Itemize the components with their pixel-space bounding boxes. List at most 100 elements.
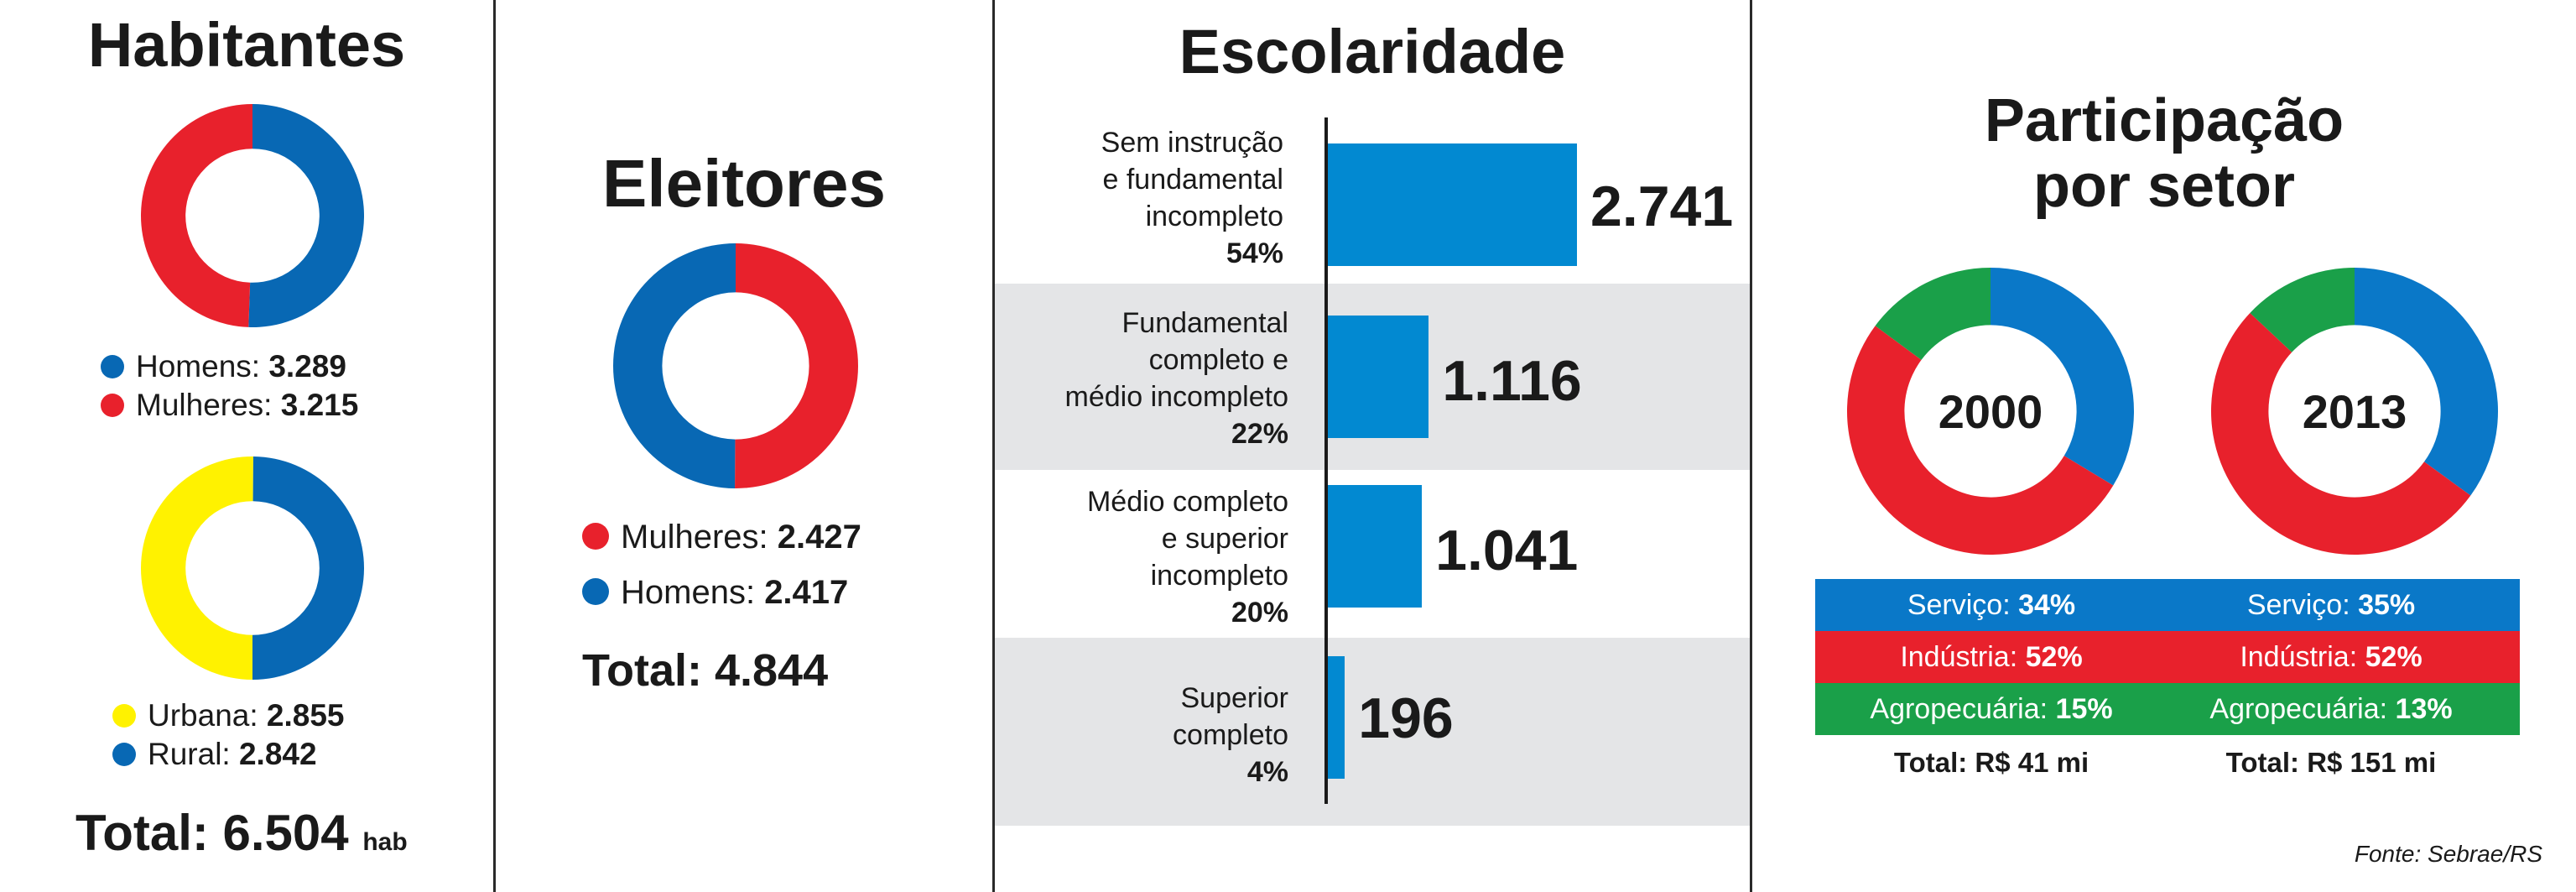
donut-slice-homens xyxy=(612,243,736,488)
legend-label: Urbana: xyxy=(148,698,258,733)
edu-pct: 54% xyxy=(1226,237,1283,269)
sector-cell-agro-2013: Agropecuária: 13% xyxy=(2155,683,2507,735)
habitantes-title: Habitantes xyxy=(87,10,406,80)
sector-label: Agropecuária: xyxy=(1870,693,2048,725)
legend-dot-blue xyxy=(582,578,609,605)
donut-slice-urbana xyxy=(140,456,253,680)
setor-donut-2000: 2000 xyxy=(1847,268,2134,556)
edu-label-4: Superior completo 4% xyxy=(1173,680,1288,790)
donut-slice-rural xyxy=(252,456,364,680)
legend-value: 3.289 xyxy=(268,349,346,383)
habitantes-total-value: Total: 6.504 xyxy=(75,805,349,861)
habitantes-area-donut xyxy=(140,456,364,680)
eleitores-total: Total: 4.844 xyxy=(582,645,829,696)
sector-total-2013: Total: R$ 151 mi xyxy=(2225,747,2437,778)
sector-row-industria: Indústria: 52% Indústria: 52% xyxy=(1815,631,2520,683)
donut-slice-mulheres xyxy=(735,243,858,488)
edu-label-line: médio incompleto xyxy=(1064,381,1288,413)
edu-label-3: Médio completo e superior incompleto 20% xyxy=(1087,483,1288,631)
edu-label-line: incompleto xyxy=(1145,201,1283,232)
donut-slice-servi-o xyxy=(2355,268,2498,496)
legend-urbana: Urbana: 2.855 xyxy=(112,698,345,733)
sector-value: 15% xyxy=(2055,693,2113,725)
edu-bar-3 xyxy=(1327,485,1423,608)
sector-cell-servico-2000: Serviço: 34% xyxy=(1815,579,2167,631)
setor-title-line1: Participação xyxy=(1984,87,2344,154)
sector-cell-industria-2013: Indústria: 52% xyxy=(2155,631,2507,683)
donut-slice-agropecu-ria xyxy=(2250,268,2355,352)
legend-eleitores-mulheres: Mulheres: 2.427 xyxy=(582,519,861,556)
edu-pct: 22% xyxy=(1231,418,1288,450)
sector-value: 35% xyxy=(2358,589,2416,621)
edu-value-3: 1.041 xyxy=(1435,519,1579,582)
setor-title: Participação por setor xyxy=(1752,87,2576,220)
habitantes-total: Total: 6.504 hab xyxy=(75,804,408,862)
setor-title-line2: por setor xyxy=(2032,152,2296,220)
legend-dot-blue xyxy=(112,743,136,766)
edu-bar-4 xyxy=(1327,656,1345,779)
legend-label: Rural: xyxy=(148,737,231,771)
legend-value: 3.215 xyxy=(280,388,359,422)
legend-value: 2.427 xyxy=(777,519,861,556)
sector-cell-agro-2000: Agropecuária: 15% xyxy=(1815,683,2167,735)
sector-cell-industria-2000: Indústria: 52% xyxy=(1815,631,2167,683)
sector-value: 34% xyxy=(2018,589,2076,621)
legend-rural: Rural: 2.842 xyxy=(112,737,317,772)
legend-mulheres: Mulheres: 3.215 xyxy=(101,388,358,423)
habitantes-total-unit: hab xyxy=(362,828,408,856)
donut-slice-ind-stria xyxy=(1847,326,2114,556)
legend-eleitores-homens: Homens: 2.417 xyxy=(582,574,848,612)
edu-label-line: Superior xyxy=(1180,682,1288,714)
edu-value-2: 1.116 xyxy=(1442,349,1582,413)
legend-dot-blue xyxy=(101,355,124,378)
donut-slice-mulheres xyxy=(141,104,252,327)
donut-year-label: 2013 xyxy=(2303,385,2407,438)
edu-value-1: 2.741 xyxy=(1590,175,1734,238)
divider-3 xyxy=(1750,0,1752,892)
legend-dot-yellow xyxy=(112,704,136,728)
edu-label-line: Fundamental xyxy=(1121,307,1288,339)
edu-label-2: Fundamental completo e médio incompleto … xyxy=(1065,305,1288,452)
donut-slice-homens xyxy=(248,104,365,327)
edu-pct: 20% xyxy=(1231,597,1288,629)
legend-value: 2.855 xyxy=(266,698,345,733)
sector-total-2000: Total: R$ 41 mi xyxy=(1893,747,2089,778)
divider-2 xyxy=(992,0,995,892)
edu-label-line: Médio completo xyxy=(1086,486,1288,518)
escolaridade-title: Escolaridade xyxy=(1179,17,1566,86)
eleitores-title: Eleitores xyxy=(602,146,886,221)
legend-value: 2.417 xyxy=(764,574,849,611)
eleitores-donut xyxy=(612,243,858,488)
donut-slice-agropecu-ria xyxy=(1875,268,1991,360)
edu-label-line: completo e xyxy=(1148,344,1288,376)
divider-1 xyxy=(493,0,496,892)
sector-value: 52% xyxy=(2025,641,2083,673)
donut-slice-servi-o xyxy=(1991,268,2134,486)
edu-pct: 4% xyxy=(1246,756,1288,788)
edu-label-line: completo xyxy=(1173,719,1288,751)
sector-value: 13% xyxy=(2395,693,2453,725)
legend-dot-red xyxy=(582,523,609,550)
legend-dot-red xyxy=(101,394,124,417)
donut-year-label: 2000 xyxy=(1939,385,2043,438)
sector-label: Serviço: xyxy=(1907,589,2011,621)
edu-axis xyxy=(1324,117,1328,804)
donut-slice-ind-stria xyxy=(2211,312,2471,555)
edu-label-line: e superior xyxy=(1161,523,1288,555)
sector-row-agro: Agropecuária: 15% Agropecuária: 13% xyxy=(1815,683,2520,735)
edu-band-4 xyxy=(995,638,1750,826)
legend-label: Homens: xyxy=(136,349,261,383)
edu-bar-1 xyxy=(1327,143,1577,266)
sector-label: Agropecuária: xyxy=(2209,693,2388,725)
edu-label-line: Sem instrução xyxy=(1101,127,1283,159)
legend-value: 2.842 xyxy=(238,737,317,771)
legend-label: Mulheres: xyxy=(621,519,768,556)
legend-label: Homens: xyxy=(621,574,756,611)
setor-donut-2013: 2013 xyxy=(2211,268,2498,555)
source-note: Fonte: Sebrae/RS xyxy=(2354,841,2542,867)
sector-value: 52% xyxy=(2365,641,2422,673)
legend-homens: Homens: 3.289 xyxy=(101,349,346,384)
habitantes-gender-donut xyxy=(141,104,365,327)
sector-label: Indústria: xyxy=(2240,641,2358,673)
edu-label-1: Sem instrução e fundamental incompleto 5… xyxy=(1101,124,1283,272)
